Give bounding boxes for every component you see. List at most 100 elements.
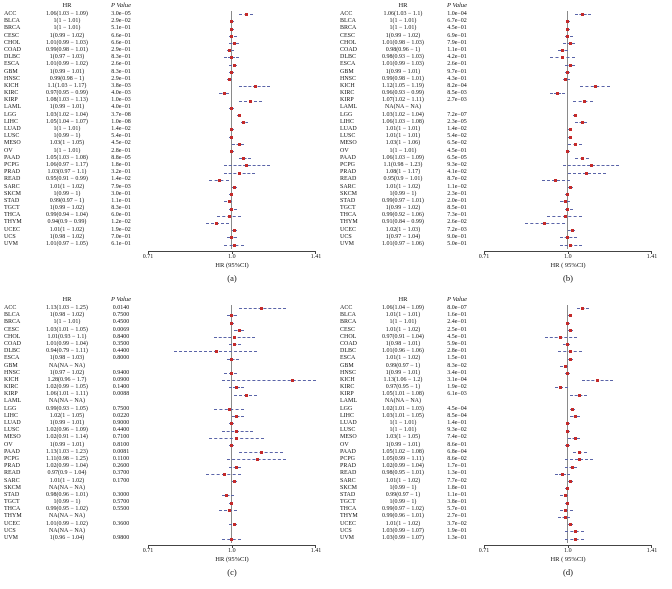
cancer-type-label: ESCA (4, 61, 20, 68)
hr-ci-value: 1.01(0.99 − 1.02) (46, 520, 88, 527)
table-row-PAAD: PAAD 1.06(1.03 − 1.09) 6.5e−05 (340, 155, 478, 162)
p-value: 0.3000 (112, 491, 130, 498)
cancer-type-label: DLBC (4, 348, 21, 355)
hr-ci-value: 1.01(1 − 1.02) (385, 477, 421, 484)
table-row-COAD: COAD 1(0.98 − 1.01) 5.9e−01 (340, 341, 478, 348)
p-value (438, 398, 476, 405)
hr-ci-value: 1.01(1 − 1.02) (385, 326, 421, 333)
table-row-SARC: SARC 1.01(1 − 1.02) 1.1e−02 (340, 184, 478, 191)
p-value: 0.1100 (112, 455, 130, 462)
hr-ci-value: 0.99(0.97 − 1.01) (382, 197, 424, 204)
hr-ci-value: 1(0.99 − 1) (53, 190, 81, 197)
table-row-SARC: SARC 1.01(1 − 1.02) 7.9e−03 (4, 184, 142, 191)
point-estimate-square (553, 178, 557, 182)
p-value: 5.0e−01 (447, 241, 467, 247)
cancer-type-label: UCEC (4, 226, 21, 233)
table-row-LAML: LAML NA(NA − NA) (340, 104, 478, 111)
table-row-THYM: THYM NA(NA − NA) (4, 513, 142, 520)
hr-ci-value: 1(0.99 − 1.01) (385, 68, 421, 75)
point-estimate-square (589, 164, 593, 168)
p-value: 2.3e−01 (447, 190, 467, 197)
hr-ci-value: 0.97(0.95 − 1) (385, 384, 421, 391)
table-row-HNSC: HNSC 1(0.97 − 1.02) 0.9400 (4, 370, 142, 377)
point-estimate-square (580, 121, 584, 125)
cancer-type-label: ESCA (4, 355, 20, 362)
point-estimate-square (566, 343, 570, 347)
table-row-HNSC: HNSC 1(0.99 − 1.01) 3.4e−01 (340, 370, 478, 377)
p-value (102, 485, 140, 492)
p-value: 2.9e−02 (111, 18, 131, 25)
cancer-type-label: BLCA (4, 312, 21, 319)
p-value: 5.9e−01 (447, 340, 467, 347)
table-row-LUSC: LUSC 1.02(0.96 − 1.09) 0.4400 (4, 427, 142, 434)
point-estimate-square (566, 429, 570, 433)
cancer-type-label: DLBC (340, 54, 357, 61)
point-estimate-square (244, 393, 248, 397)
point-estimate-square (568, 243, 572, 247)
table-row-UCEC: UCEC 1.01(1 − 1.02) 1.9e−02 (4, 227, 142, 234)
cancer-type-label: KIRC (340, 90, 355, 97)
hr-ci-value: 0.94(0.79 − 1.11) (46, 348, 88, 355)
point-estimate-square (227, 508, 231, 512)
p-value: 1.9e−02 (111, 226, 131, 233)
hr-ci-value: 1(1 − 1.01) (389, 319, 417, 326)
point-estimate-square (230, 537, 234, 541)
header-spacer (340, 296, 368, 305)
cancer-type-label: PCPG (340, 455, 356, 462)
p-value: 0.1400 (112, 384, 130, 391)
table-row-UVM: UVM 1.01(0.97 − 1.05) 6.1e−01 (4, 241, 142, 248)
p-value: 0.0088 (112, 391, 130, 398)
hr-ci-value: 1.06(1.03 − 1.08) (382, 118, 424, 125)
panel-letter: (a) (227, 273, 237, 283)
table-row-PAAD: PAAD 1.05(1.02 − 1.08) 6.8e−04 (340, 449, 478, 456)
cancer-type-label: ESCA (340, 355, 356, 362)
cancer-type-label: THYM (4, 219, 22, 226)
point-estimate-square (222, 92, 226, 96)
hr-ci-value: 1.01(0.96 − 1.06) (382, 348, 424, 355)
table-row-SKCM: SKCM 1(0.99 − 1) 3.0e−01 (4, 191, 142, 198)
p-value: 1.1e−01 (447, 491, 467, 498)
hr-ci-value: 1.01(1 − 1.01) (385, 133, 421, 140)
table-row-UVM: UVM 1.03(0.99 − 1.07) 1.3e−01 (340, 535, 478, 542)
p-value: 0.3500 (112, 340, 130, 347)
point-estimate-square (227, 407, 231, 411)
hr-ci-value: 1(0.99 − 1.01) (49, 68, 85, 75)
hr-ci-value: 1.28(0.96 − 1.7) (47, 376, 87, 383)
p-value: 8.3e−01 (111, 68, 131, 75)
table-row-UCS: UCS 1(0.98 − 1.02) 7.0e−01 (4, 234, 142, 241)
point-estimate-square (230, 357, 234, 361)
panel-body-b: HR P Value ACC 1.06(1.03 − 1.1) 1.0e−04 BLCA 1… (340, 2, 672, 290)
stats-table-d: HR P Value ACC 1.06(1.04 − 1.09) 8.0e−07 BLCA… (340, 296, 478, 584)
p-value: 3.8e−01 (447, 499, 467, 506)
hr-ci-value: 0.99(0.96 − 1.01) (382, 513, 424, 520)
table-row-LUAD: LUAD 1.01(1 − 1.01) 1.4e−02 (340, 126, 478, 133)
hr-ci-value: 1.13(1.03 − 1.25) (46, 305, 88, 311)
table-row-KIRC: KIRC 1.02(0.99 − 1.05) 0.1400 (4, 384, 142, 391)
hr-ci-value: 0.98(0.95 − 1.01) (382, 470, 424, 477)
p-column-header: P Value (111, 296, 131, 303)
p-value: 5.7e−01 (447, 506, 467, 513)
p-value (102, 513, 140, 520)
p-value: 0.8000 (112, 355, 130, 362)
point-estimate-square (566, 20, 570, 24)
p-value: 7.9e−01 (447, 39, 467, 46)
ci-line (221, 380, 316, 382)
hr-ci-value: 1.1(0.98 − 1.23) (383, 161, 423, 168)
cancer-type-label: PCPG (4, 161, 20, 168)
point-estimate-square (566, 422, 570, 426)
table-header: HR P Value (340, 296, 478, 305)
point-estimate-square (230, 128, 234, 132)
hr-ci-value: 1(0.96 − 1.04) (49, 535, 85, 541)
hr-ci-value: 1(0.98 − 1.01) (385, 340, 421, 347)
table-row-BRCA: BRCA 1(1 − 1.01) 0.4500 (4, 319, 142, 326)
hr-ci-value: 1(0.97 − 1.04) (385, 233, 421, 240)
p-value: 4.0e−03 (111, 90, 131, 97)
cancer-type-label: KIRP (340, 391, 354, 398)
point-estimate-square (232, 185, 236, 189)
hr-ci-value: 1(0.99 − 1.02) (385, 205, 421, 212)
cancer-type-label: BRCA (340, 319, 357, 326)
point-estimate-square (573, 113, 577, 117)
axis-tick-label: 1.0 (564, 254, 572, 261)
p-value: 4.5e−04 (447, 405, 467, 412)
x-axis: 0.71 1.0 1.41 HR ( 95%CI) (479, 250, 657, 275)
